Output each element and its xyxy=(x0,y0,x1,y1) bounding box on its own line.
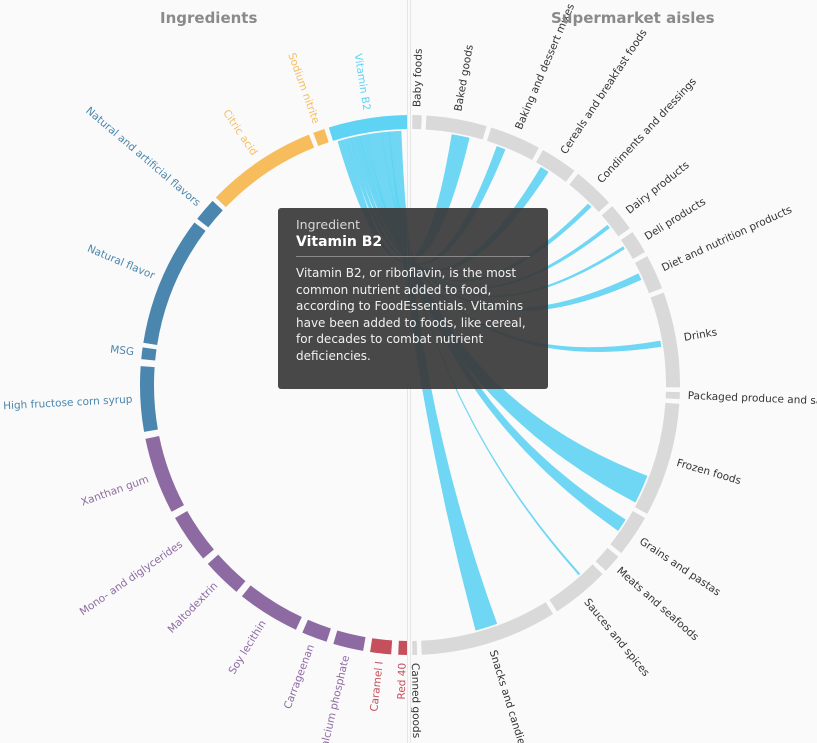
ingredients-header: Ingredients xyxy=(160,9,258,27)
label-sauces-and-spices[interactable]: Sauces and spices xyxy=(581,596,651,678)
label-packaged-produce-and-salad-items[interactable]: Packaged produce and salad items xyxy=(688,390,817,409)
arc-sauces-and-spices[interactable] xyxy=(549,564,603,612)
arc-sodium-nitrite[interactable] xyxy=(313,128,329,147)
label-drinks[interactable]: Drinks xyxy=(683,326,718,344)
arc-deli-products[interactable] xyxy=(620,232,645,259)
arc-baking-and-dessert-mixes[interactable] xyxy=(486,127,539,161)
label-carrageenan[interactable]: Carrageenan xyxy=(282,643,317,711)
arc-snacks-and-candies[interactable] xyxy=(421,602,554,655)
label-citric-acid[interactable]: Citric acid xyxy=(220,108,259,158)
label-baby-foods[interactable]: Baby foods xyxy=(411,48,425,107)
label-snacks-and-candies[interactable]: Snacks and candies xyxy=(487,649,529,743)
label-natural-and-artificial-flavors[interactable]: Natural and artificial flavors xyxy=(83,105,202,209)
arc-maltodextrin[interactable] xyxy=(207,554,246,592)
arc-baby-foods[interactable] xyxy=(412,115,422,130)
label-natural-flavor[interactable]: Natural flavor xyxy=(85,243,157,282)
arc-vitamin-b2[interactable] xyxy=(328,115,408,141)
arc-meats-and-seafoods[interactable] xyxy=(595,547,619,571)
label-calcium-phosphate[interactable]: Calcium phosphate xyxy=(317,654,352,743)
label-red-40[interactable]: Red 40 xyxy=(396,663,409,700)
arc-natural-and-artificial-flavors[interactable] xyxy=(197,200,223,228)
arc-dairy-products[interactable] xyxy=(601,206,630,237)
arc-msg[interactable] xyxy=(141,347,157,361)
label-baked-goods[interactable]: Baked goods xyxy=(452,44,476,113)
label-xanthan-gum[interactable]: Xanthan gum xyxy=(79,473,150,508)
arc-packaged-produce-and-salad-items[interactable] xyxy=(665,391,680,400)
arc-calcium-phosphate[interactable] xyxy=(333,630,366,651)
label-vitamin-b2[interactable]: Vitamin B2 xyxy=(352,53,373,112)
arc-mono-and-diglycerides[interactable] xyxy=(175,511,214,559)
arc-citric-acid[interactable] xyxy=(215,134,315,208)
label-canned-goods[interactable]: Canned goods xyxy=(409,663,422,738)
label-msg[interactable]: MSG xyxy=(110,344,135,359)
label-deli-products[interactable]: Deli products xyxy=(643,196,708,243)
arc-diet-and-nutrition-products[interactable] xyxy=(634,256,663,294)
arc-xanthan-gum[interactable] xyxy=(145,436,184,512)
arc-natural-flavor[interactable] xyxy=(143,222,206,345)
arc-soy-lecithin[interactable] xyxy=(241,585,302,630)
ingredient-tooltip: Ingredient Vitamin B2 Vitamin B2, or rib… xyxy=(278,208,548,389)
tooltip-kind: Ingredient xyxy=(296,217,361,232)
arc-frozen-foods[interactable] xyxy=(634,402,680,514)
label-sodium-nitrite[interactable]: Sodium nitrite xyxy=(285,51,321,125)
tooltip-title: Vitamin B2 xyxy=(296,234,530,257)
label-frozen-foods[interactable]: Frozen foods xyxy=(675,457,742,487)
supermarket-aisles-header: Supermarket aisles xyxy=(551,9,715,27)
arc-canned-goods[interactable] xyxy=(412,640,418,655)
label-soy-lecithin[interactable]: Soy lecithin xyxy=(226,618,268,676)
label-maltodextrin[interactable]: Maltodextrin xyxy=(166,580,221,636)
label-high-fructose-corn-syrup[interactable]: High fructose corn syrup xyxy=(3,394,133,413)
tooltip-body: Vitamin B2, or riboflavin, is the most c… xyxy=(296,266,526,363)
arc-grains-and-pastas[interactable] xyxy=(610,511,645,554)
arc-cereals-and-breakfast-foods[interactable] xyxy=(536,150,575,182)
arc-caramel-i[interactable] xyxy=(370,638,393,655)
label-mono-and-diglycerides[interactable]: Mono- and diglycerides xyxy=(78,539,185,619)
arc-baked-goods[interactable] xyxy=(425,115,487,140)
arc-red-40[interactable] xyxy=(398,640,408,655)
arc-high-fructose-corn-syrup[interactable] xyxy=(139,366,158,432)
arc-condiments-and-dressings[interactable] xyxy=(569,173,610,213)
arcs xyxy=(139,115,680,655)
label-caramel-i[interactable]: Caramel I xyxy=(368,661,385,713)
arc-drinks[interactable] xyxy=(650,292,680,388)
arc-carrageenan[interactable] xyxy=(302,619,331,642)
